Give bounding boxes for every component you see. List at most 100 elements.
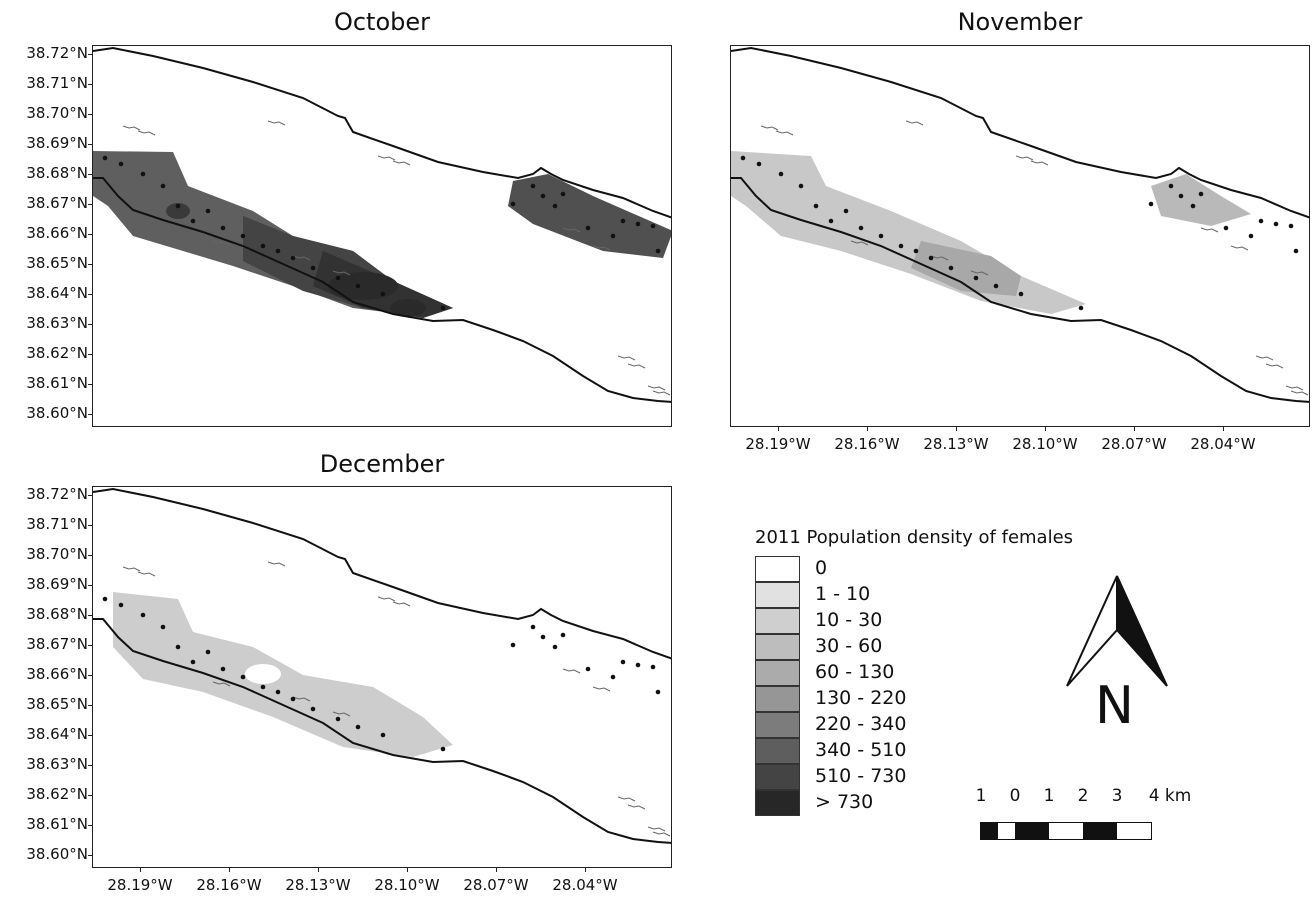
scale-seg [1049,823,1083,839]
y-axis-label: 38.69°N [26,575,88,593]
panel-title-november: November [957,8,1083,36]
sampling-point [290,696,296,702]
sampling-point [858,225,864,231]
road-detail [1200,227,1219,233]
map-november-svg [731,46,1309,403]
scale-label: 0 [1009,786,1021,806]
road-detail [1030,160,1049,166]
road-detail [212,240,231,246]
y-axis-label: 38.68°N [26,164,88,182]
map-october[interactable] [92,45,672,427]
scale-seg [1015,823,1049,839]
y-axis-label: 38.71°N [26,515,88,533]
road-detail [267,561,286,567]
x-axis-label: 28.07°W [463,876,529,894]
sampling-point [335,275,341,281]
sampling-point [530,624,536,630]
sampling-point [1273,221,1279,227]
y-tick [88,615,92,616]
map-november[interactable] [730,45,1310,427]
road-detail [592,245,611,251]
scale-label: 2 [1077,786,1089,806]
sampling-point [813,203,819,209]
sampling-point [560,632,566,638]
legend-label: 340 - 510 [815,739,907,761]
density-region [731,151,1086,314]
y-tick [88,144,92,145]
sampling-point [973,275,979,281]
y-tick [88,234,92,235]
sampling-point [655,689,661,695]
x-tick [956,427,957,431]
legend-label: > 730 [815,791,874,813]
road-detail [592,686,611,692]
road-detail [647,826,666,832]
y-tick [88,114,92,115]
sampling-point [275,248,281,254]
sampling-point [843,208,849,214]
sampling-point [310,706,316,712]
sampling-point [240,233,246,239]
y-tick [88,675,92,676]
density-hotspot [245,664,281,684]
scale-label: 4 km [1148,786,1192,806]
x-axis-label: 28.13°W [285,876,351,894]
density-hotspot [328,272,398,300]
road-detail [1230,245,1249,251]
road-detail [392,601,411,607]
sampling-point [928,255,934,261]
road-detail [392,160,411,166]
y-axis-label: 38.72°N [26,485,88,503]
y-axis-label: 38.61°N [26,815,88,833]
legend-swatch [755,608,800,634]
y-axis-label: 38.63°N [26,755,88,773]
y-axis-label: 38.61°N [26,374,88,392]
sampling-point [560,191,566,197]
y-axis-label: 38.60°N [26,845,88,863]
sampling-point [510,642,516,648]
road-detail [122,125,141,131]
y-tick [88,645,92,646]
sampling-point [778,171,784,177]
sampling-point [440,746,446,752]
road-detail [617,355,636,361]
sampling-point [355,283,361,289]
road-detail [1265,363,1284,369]
y-axis-label: 38.65°N [26,695,88,713]
road-detail [292,696,311,702]
sampling-point [798,183,804,189]
road-detail [775,130,794,136]
legend-label: 10 - 30 [815,609,883,631]
y-axis-label: 38.67°N [26,194,88,212]
road-detail [562,227,581,233]
map-december[interactable] [92,486,672,868]
sampling-point [440,305,446,311]
density-hotspot [390,299,426,317]
sampling-point [552,203,558,209]
x-tick [585,868,586,872]
y-axis-label: 38.72°N [26,44,88,62]
sampling-point [540,193,546,199]
x-axis-label: 28.10°W [374,876,440,894]
sampling-point [635,662,641,668]
sampling-point [948,265,954,271]
coastline-north [93,46,671,219]
y-tick [88,855,92,856]
scale-label: 1 [1043,786,1055,806]
x-tick [496,868,497,872]
road-detail [905,120,924,126]
road-detail [1255,355,1274,361]
sampling-point [993,283,999,289]
sampling-point [220,225,226,231]
road-detail [212,681,231,687]
sampling-point [530,183,536,189]
y-tick [88,354,92,355]
scale-seg [1117,823,1151,839]
legend-swatch [755,738,800,764]
legend-swatch [755,764,800,790]
y-tick [88,414,92,415]
sampling-point [140,171,146,177]
road-detail [1015,155,1034,161]
road-detail [377,596,396,602]
y-axis-label: 38.65°N [26,254,88,272]
